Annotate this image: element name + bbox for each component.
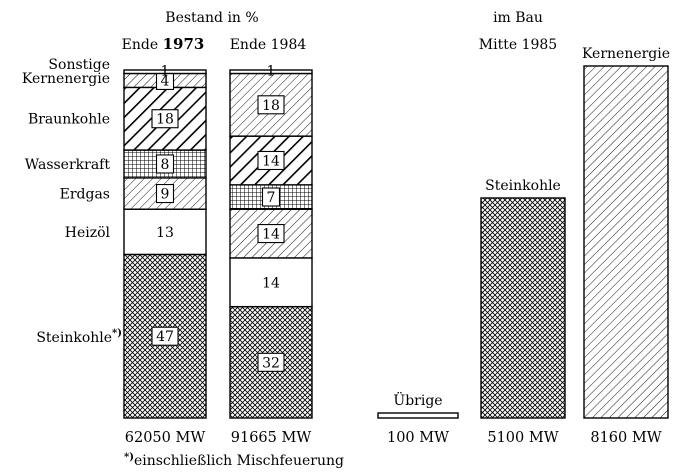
value-box bbox=[151, 326, 179, 346]
stack-label-word: Ende bbox=[122, 37, 163, 53]
stack-label-year: 1973 bbox=[163, 35, 205, 53]
footnote: *)einschließlich Mischfeuerung bbox=[124, 452, 344, 469]
category-label-erdgas: Erdgas bbox=[60, 187, 110, 203]
value-box bbox=[155, 183, 175, 204]
stack-label-1973: Ende 1973 bbox=[122, 35, 205, 53]
value-label: 1 bbox=[161, 64, 170, 80]
bar-steinkohle bbox=[480, 197, 566, 419]
value-label: 1 bbox=[267, 64, 276, 80]
total-steinkohle: 5100 MW bbox=[487, 430, 558, 446]
value-label: 18 bbox=[262, 98, 280, 114]
footnote-text: einschließlich Mischfeuerung bbox=[134, 453, 344, 469]
construction-bars: Übrige 100 MW Steinkohle 5100 MW Kernenergie… bbox=[377, 46, 670, 446]
value-label: 47 bbox=[156, 329, 174, 345]
total-kernenergie: 8160 MW bbox=[590, 430, 661, 446]
stack-label-1984: Ende 1984 bbox=[230, 37, 307, 53]
stack-label-year: 1984 bbox=[271, 37, 307, 53]
category-label-steinkohle: Steinkohle*) bbox=[36, 328, 122, 346]
value-box bbox=[155, 154, 175, 174]
value-box bbox=[151, 109, 179, 129]
segment-ende-1984-heiz-l bbox=[229, 257, 313, 308]
total-brige: 100 MW bbox=[387, 430, 449, 446]
bar-brige bbox=[377, 412, 459, 419]
category-label-sonstige: Sonstige bbox=[48, 57, 110, 73]
bar-label-brige: Übrige bbox=[393, 391, 442, 409]
segment-ende-1984-sonstige bbox=[229, 69, 313, 75]
value-box bbox=[257, 95, 285, 115]
stack-label-word: Ende bbox=[230, 37, 271, 53]
value-box bbox=[261, 187, 281, 207]
category-label-wasserkraft: Wasserkraft bbox=[25, 157, 111, 173]
value-label: 4 bbox=[161, 73, 170, 89]
header-right-line2: Mitte 1985 bbox=[479, 37, 557, 53]
footnote-marker: *) bbox=[124, 452, 134, 463]
segment-ende-1973-sonstige bbox=[123, 69, 207, 75]
construction-kernenergie: Kernenergie 8160 MW bbox=[582, 46, 670, 446]
bar-label-kernenergie: Kernenergie bbox=[582, 46, 670, 62]
construction-steinkohle: Steinkohle 5100 MW bbox=[480, 178, 566, 446]
value-label: 18 bbox=[156, 112, 174, 128]
value-label: 9 bbox=[161, 187, 170, 203]
bar-kernenergie bbox=[583, 65, 669, 419]
stack-ende-1973: 47 13 9 8 18 41 62050 MW bbox=[123, 64, 207, 446]
bar-label-steinkohle: Steinkohle bbox=[485, 178, 561, 194]
construction-brige: Übrige 100 MW bbox=[377, 391, 459, 446]
header-left: Bestand in % bbox=[165, 10, 258, 26]
total-ende-1984: 91665 MW bbox=[231, 430, 312, 446]
value-label: 8 bbox=[161, 157, 170, 173]
value-label: 32 bbox=[262, 355, 280, 371]
category-label-heiz-l: Heizöl bbox=[65, 225, 111, 241]
value-label: 14 bbox=[262, 153, 280, 169]
category-label-braunkohle: Braunkohle bbox=[28, 112, 110, 128]
value-label: 7 bbox=[267, 190, 276, 206]
value-box bbox=[257, 150, 285, 171]
value-box bbox=[257, 352, 285, 372]
stack-ende-1984: 32 14 14 7 14 18 1 91665 MW bbox=[229, 64, 313, 446]
value-box bbox=[257, 224, 285, 244]
value-label: 13 bbox=[156, 225, 174, 241]
value-label: 14 bbox=[262, 275, 280, 291]
value-label: 14 bbox=[262, 227, 280, 243]
total-ende-1973: 62050 MW bbox=[125, 430, 206, 446]
header-right-line1: im Bau bbox=[493, 10, 543, 26]
category-label-kernenergie: Kernenergie bbox=[22, 71, 110, 87]
